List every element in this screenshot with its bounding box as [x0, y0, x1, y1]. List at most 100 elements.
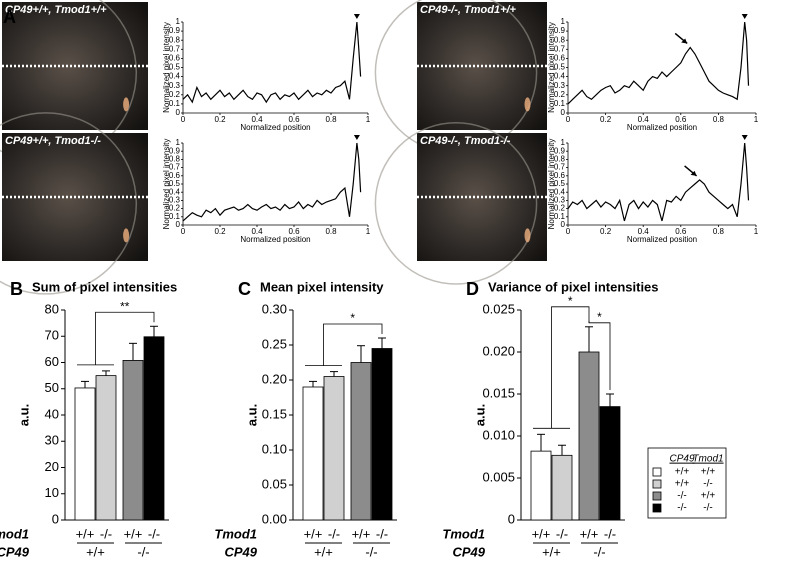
y-tick-label: 0.8 — [554, 155, 566, 164]
peak-marker — [741, 14, 748, 19]
y-tick-label: 0.4 — [169, 187, 181, 196]
y-tick-label: 0.4 — [554, 187, 566, 196]
x-tick-label: 1 — [366, 227, 371, 236]
x-tick-label: 0.8 — [713, 115, 725, 124]
y-tick-label: 0.005 — [482, 469, 515, 484]
y-axis-label: a.u. — [244, 404, 259, 426]
group-label: -/- — [137, 544, 149, 559]
y-axis-label: a.u. — [472, 404, 487, 426]
intensity-line — [567, 142, 750, 222]
group-label: +/+ — [86, 544, 105, 559]
y-tick-label: 0.15 — [262, 406, 287, 421]
y-tick-label: 0.3 — [169, 81, 181, 90]
arrow-head — [681, 38, 688, 44]
row-label: Tmod1 — [214, 526, 257, 541]
row-label: Tmod1 — [442, 526, 485, 541]
legend-header: CP49 — [669, 454, 694, 465]
row-label: CP49 — [224, 544, 257, 559]
bar — [74, 387, 96, 521]
y-tick-label: 0.6 — [169, 54, 181, 63]
significance: ** — [120, 299, 130, 313]
legend-entry: -/- — [677, 503, 686, 514]
image-label: CP49-/-, Tmod1-/- — [420, 135, 511, 147]
x-tick-label: 1 — [754, 115, 759, 124]
legend-entry: -/- — [703, 479, 712, 490]
y-tick-label: 0.5 — [169, 179, 181, 188]
y-tick-label: 0.1 — [169, 99, 181, 108]
significance: * — [568, 294, 573, 308]
x-tick-label: 0.2 — [214, 115, 226, 124]
x-tick-label: 0.4 — [251, 115, 263, 124]
y-axis-label: a.u. — [16, 404, 31, 426]
bracket — [95, 311, 155, 365]
y-tick-label: 1 — [176, 17, 181, 26]
x-tick-label: 0.2 — [214, 227, 226, 236]
bracket — [551, 306, 590, 429]
y-tick-label: 0.20 — [262, 371, 287, 386]
x-tick-label: 0.6 — [288, 227, 300, 236]
y-tick-label: 0.3 — [169, 196, 181, 205]
y-tick-label: 0 — [561, 108, 566, 117]
y-tick-label: 0.1 — [169, 212, 181, 221]
legend-header: Tmod1 — [692, 454, 723, 465]
y-tick-label: 0.9 — [169, 26, 181, 35]
x-axis-label: Normalized position — [240, 123, 310, 132]
chart-title: Sum of pixel intensities — [32, 279, 177, 294]
y-tick-label: 0.8 — [554, 35, 566, 44]
legend-entry: -/- — [677, 491, 686, 502]
y-axis-label: Normalized pixel intensity — [162, 22, 171, 113]
y-tick-label: 70 — [45, 328, 59, 343]
y-tick-label: 0.8 — [169, 35, 181, 44]
x-tick-label: 0.4 — [251, 227, 263, 236]
x-tick-label: 0 — [566, 227, 571, 236]
x-axis-label: Normalized position — [627, 235, 697, 244]
x-category-label: -/- — [100, 526, 112, 541]
y-tick-label: 0.025 — [482, 301, 515, 316]
significance: * — [350, 311, 355, 325]
y-tick-label: 0.2 — [554, 90, 566, 99]
image-label: CP49-/-, Tmod1+/+ — [420, 4, 517, 16]
panel-letter: B — [10, 279, 23, 299]
lens-reflection — [524, 228, 531, 243]
y-tick-label: 0.3 — [554, 196, 566, 205]
x-tick-label: 0 — [566, 115, 571, 124]
x-tick-label: 1 — [754, 227, 759, 236]
x-tick-label: 0 — [181, 115, 186, 124]
y-tick-label: 0.10 — [262, 441, 287, 456]
lens-reflection — [524, 97, 531, 112]
arrow-head — [690, 170, 697, 176]
legend-swatch — [652, 467, 662, 477]
panel-letter: A — [3, 7, 16, 27]
x-tick-label: 0.8 — [325, 115, 337, 124]
x-category-label: +/+ — [124, 526, 143, 541]
bar — [530, 450, 552, 521]
group-label: -/- — [593, 544, 605, 559]
y-tick-label: 0.05 — [262, 476, 287, 491]
bar — [371, 348, 393, 521]
lens-rim — [0, 112, 138, 295]
panel-letter: C — [238, 279, 251, 299]
y-tick-label: 0.9 — [169, 146, 181, 155]
peak-marker — [353, 14, 360, 19]
y-tick-label: 20 — [45, 459, 59, 474]
x-category-label: -/- — [148, 526, 160, 541]
peak-marker — [741, 135, 748, 140]
y-tick-label: 0.4 — [169, 72, 181, 81]
y-tick-label: 0 — [176, 108, 181, 117]
y-tick-label: 0.5 — [169, 63, 181, 72]
y-tick-label: 0.2 — [169, 204, 181, 213]
legend-entry: +/+ — [675, 467, 690, 478]
x-tick-label: 0.4 — [638, 115, 650, 124]
x-tick-label: 0.6 — [675, 115, 687, 124]
y-tick-label: 0.8 — [169, 155, 181, 164]
bar — [323, 376, 345, 521]
y-tick-label: 30 — [45, 433, 59, 448]
y-tick-label: 1 — [561, 138, 566, 147]
legend-entry: +/+ — [701, 491, 716, 502]
y-tick-label: 60 — [45, 354, 59, 369]
legend-swatch — [652, 503, 662, 513]
bar — [302, 386, 324, 521]
legend-entry: -/- — [703, 503, 712, 514]
intensity-line — [567, 21, 750, 105]
